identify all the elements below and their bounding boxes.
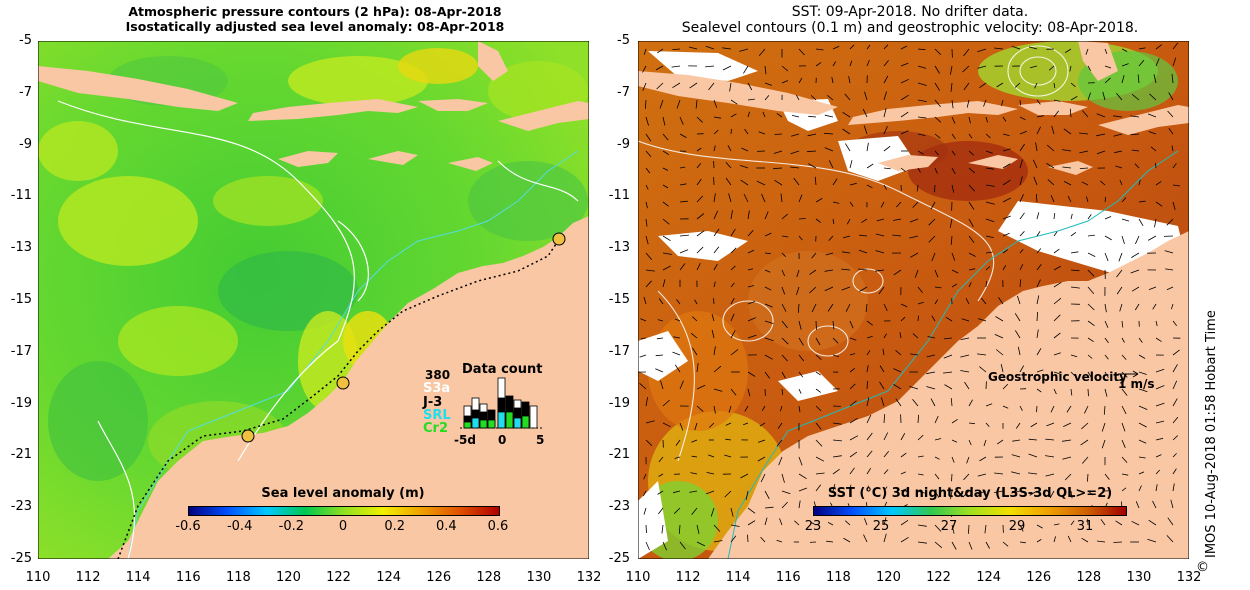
left-title-line1: Atmospheric pressure contours (2 hPa): 0… [128, 4, 502, 19]
sst-colorbar [813, 506, 1127, 516]
right-y-tick: -21 [608, 447, 630, 463]
left-y-tick: -23 [10, 499, 32, 515]
colorbar-tick-label: 27 [940, 519, 958, 534]
sst-sealevel-contours [638, 45, 1069, 462]
sst-land-australia [708, 231, 1189, 559]
left-x-tick: 110 [25, 570, 51, 585]
imos-credit: IMOS 10-Aug-2018 01:58 Hobart Time [1204, 310, 1219, 558]
sla-land-islands [38, 41, 589, 171]
left-y-tick: -11 [10, 188, 32, 204]
left-x-tick: 118 [225, 570, 251, 585]
sla-coast-track [117, 240, 559, 559]
colorbar-tick-label: 0.2 [384, 519, 405, 534]
sst-colorbar-title: SST (°C) 3d night&day (L3S-3d QL>=2) [827, 486, 1113, 501]
right-y-tick: -23 [608, 499, 630, 515]
left-title-line2: Isostatically adjusted sea level anomaly… [125, 19, 505, 34]
right-y-tick: -15 [608, 292, 630, 307]
right-y-tick: -19 [608, 395, 630, 411]
left-x-tick: 126 [426, 570, 452, 585]
right-x-tick: 122 [926, 570, 951, 585]
histogram-bars [463, 377, 538, 429]
velocity-legend-arrow-icon [1118, 370, 1139, 378]
left-y-tick: -19 [10, 395, 32, 411]
right-y-tick: -11 [608, 188, 630, 204]
data-count-tick-minus5: -5d [454, 433, 476, 447]
geostrophic-velocity-arrows [638, 42, 1181, 551]
left-x-tick: 124 [376, 570, 402, 585]
sst-land-islands [638, 41, 1189, 175]
right-x-tick: 114 [725, 570, 751, 585]
sla-colorbar [188, 506, 500, 516]
right-x-tick: 118 [825, 570, 851, 585]
colorbar-tick-label: 0 [338, 519, 348, 534]
colorbar-tick-label: 0.4 [435, 519, 457, 534]
left-y-tick: -5 [19, 33, 32, 48]
left-y-tick: -13 [10, 240, 32, 256]
left-y-tick: -21 [10, 447, 32, 463]
velocity-legend-label: Geostrophic velocity [988, 370, 1127, 384]
left-y-tick: -9 [19, 136, 32, 152]
right-y-tick: -5 [617, 33, 630, 48]
left-y-tick: -17 [10, 343, 32, 359]
sla-shelf-contour [127, 150, 579, 559]
right-x-tick: 116 [775, 570, 801, 585]
right-x-tick: 130 [1126, 570, 1152, 585]
velocity-legend-unit: 1 m/s [1118, 377, 1155, 391]
sla-map [38, 41, 589, 559]
left-x-tick: 128 [476, 570, 502, 585]
mission-label-s3a: S3a [423, 381, 451, 396]
sla-land-australia [108, 216, 589, 559]
data-count-tick-0: 0 [498, 433, 507, 447]
right-x-tick: 132 [1176, 570, 1202, 585]
mission-label-j3: J-3 [423, 395, 443, 410]
left-y-tick: -15 [10, 292, 32, 307]
left-x-tick: 132 [576, 570, 602, 585]
sla-colorbar-title: Sea level anomaly (m) [261, 486, 425, 501]
colorbar-tick-label: 31 [1076, 519, 1094, 534]
right-y-tick: -13 [608, 240, 630, 256]
right-x-tick: 120 [876, 570, 901, 585]
right-title-line1: SST: 09-Apr-2018. No drifter data. [791, 4, 1029, 20]
colorbar-tick-label: -0.4 [226, 519, 253, 534]
left-x-tick: 114 [125, 570, 151, 585]
data-count-histogram [460, 377, 542, 429]
mission-label-cr2: Cr2 [423, 421, 448, 436]
right-x-tick: 124 [976, 570, 1002, 585]
sla-pressure-contours [57, 100, 579, 559]
colorbar-tick-label: 0.6 [487, 519, 509, 534]
sst-map [638, 41, 1189, 559]
right-x-tick: 128 [1076, 570, 1102, 585]
right-y-tick: -17 [608, 343, 630, 359]
data-count-tick-5: 5 [536, 433, 545, 447]
right-x-tick: 126 [1026, 570, 1052, 585]
left-x-tick: 130 [526, 570, 552, 585]
tide-gauge-markers [241, 232, 566, 443]
right-y-tick: -25 [608, 551, 630, 566]
copyright-symbol: © [1196, 560, 1209, 575]
sst-shelf-contour [727, 150, 1179, 559]
data-count-max: 380 [425, 368, 451, 382]
right-x-tick: 112 [675, 570, 701, 585]
data-count-title: Data count [462, 362, 543, 377]
left-x-tick: 116 [175, 570, 201, 585]
right-title-line2: Sealevel contours (0.1 m) and geostrophi… [681, 20, 1139, 36]
left-y-tick: -25 [10, 551, 32, 566]
right-x-tick: 110 [625, 570, 651, 585]
mission-label-srl: SRL [423, 408, 451, 423]
left-x-tick: 122 [326, 570, 351, 585]
left-x-tick: 120 [276, 570, 301, 585]
colorbar-tick-label: 29 [1008, 519, 1026, 534]
colorbar-tick-label: 23 [804, 519, 822, 534]
colorbar-tick-label: -0.6 [175, 519, 201, 534]
colorbar-tick-label: 25 [872, 519, 890, 534]
left-x-tick: 112 [75, 570, 101, 585]
right-y-tick: -7 [617, 84, 630, 100]
left-y-tick: -7 [19, 84, 32, 100]
colorbar-tick-label: -0.2 [278, 519, 305, 534]
right-y-tick: -9 [617, 136, 630, 152]
